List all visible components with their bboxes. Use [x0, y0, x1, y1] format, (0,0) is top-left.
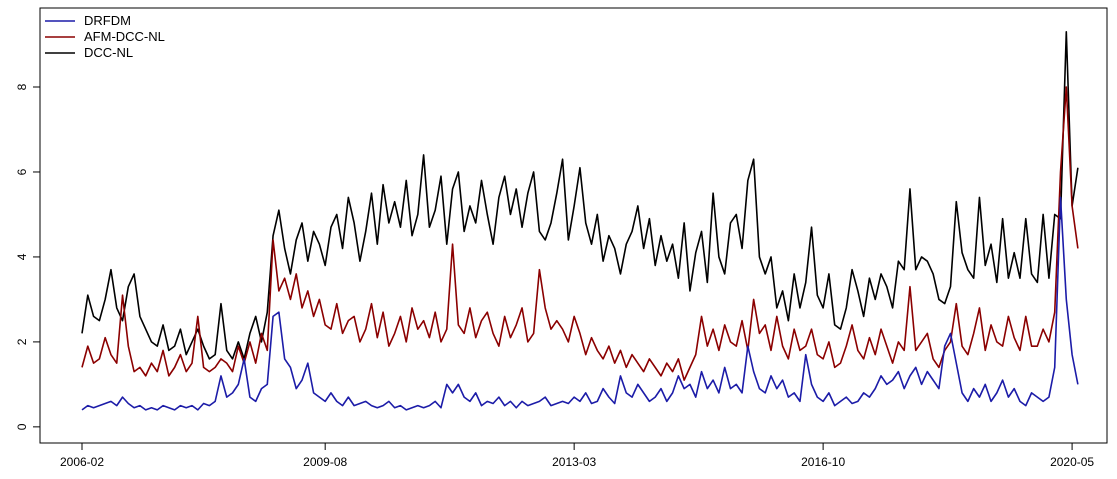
series-line [81, 86, 1079, 381]
y-tick-label: 2 [15, 338, 29, 345]
legend-label: AFM-DCC-NL [84, 29, 165, 44]
legend-label: DRFDM [84, 13, 131, 28]
lines [81, 30, 1079, 411]
x-tick-label: 2009-08 [303, 455, 347, 469]
plot-frame [39, 7, 1108, 444]
x-tick-label: 2006-02 [60, 455, 104, 469]
x-tick-label: 2013-03 [552, 455, 596, 469]
y-tick-label: 6 [15, 168, 29, 175]
legend-label: DCC-NL [84, 45, 133, 60]
series-line [81, 30, 1079, 360]
y-tick-label: 0 [15, 423, 29, 430]
y-tick-label: 4 [15, 253, 29, 260]
x-tick-label: 2016-10 [801, 455, 845, 469]
y-tick-label: 8 [15, 83, 29, 90]
x-tick-label: 2020-05 [1050, 455, 1094, 469]
series-line [81, 196, 1079, 411]
